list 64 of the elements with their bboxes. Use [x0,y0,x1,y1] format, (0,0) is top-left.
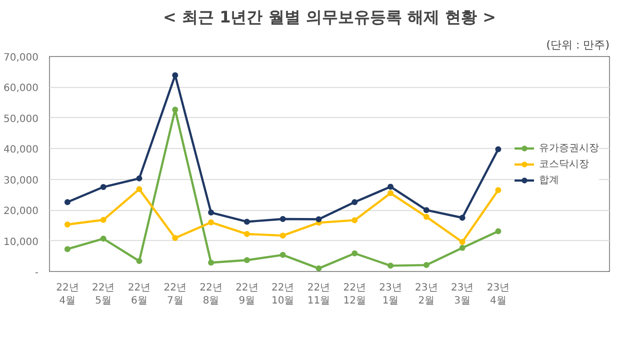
y-tick-label: 50,000 [4,114,39,125]
y-tick-label: 20,000 [4,206,39,218]
chart-title: < 최근 1년간 월별 의무보유등록 해제 현황 > [163,8,496,26]
x-tick-label: 22년 5월 [92,282,115,307]
point [495,146,502,152]
point [136,258,142,264]
point [352,250,358,256]
point [100,216,106,223]
point [388,262,394,269]
point [64,222,70,228]
legend-label: 유가증권시장 [539,142,599,154]
x-tick-label: 22년 6월 [128,282,151,307]
legend-label: 합계 [539,174,559,186]
point [100,184,106,190]
point [280,232,286,239]
y-tick-label: 60,000 [4,83,39,94]
point [136,186,142,192]
point [208,210,214,216]
point [495,187,502,194]
x-tick-label: 22년 7월 [164,282,187,307]
x-tick-label: 23년 4월 [486,282,510,307]
y-tick-label: - [34,268,39,278]
y-tick-label: 70,000 [4,52,39,64]
point [459,214,466,221]
y-tick-label: 40,000 [4,144,39,156]
point [244,218,250,225]
x-tick-label: 22년 9월 [236,282,258,307]
point [280,216,286,222]
point [172,235,178,242]
point [423,262,430,268]
point [352,217,358,224]
point [136,175,142,182]
point [244,231,250,238]
point [316,216,322,222]
legend-label: 코스닥시장 [539,158,589,170]
x-tick-label: 22년 10월 [271,282,294,307]
point [388,190,394,196]
x-tick-label: 22년 4월 [56,282,79,307]
text: (단위 : 만주) [546,38,610,52]
point [495,228,502,234]
point [64,246,70,252]
point [352,199,358,206]
x-tick-label: 22년 8월 [200,282,222,307]
y-tick-label: 30,000 [4,175,39,186]
x-tick-label: 23년 3월 [450,282,474,307]
point [388,184,394,190]
point [172,106,178,113]
point [316,265,322,272]
point [459,239,466,246]
point [208,260,214,266]
point [244,257,250,264]
point [172,72,178,78]
point [280,252,286,258]
point [64,199,70,206]
x-tick-label: 23년 1월 [379,282,402,307]
point [100,236,106,242]
x-tick-label: 23년 2월 [415,282,438,307]
point [423,214,430,220]
x-tick-label: 22년 11월 [307,282,330,307]
y-tick-label: 10,000 [4,236,39,248]
point [423,207,430,214]
point [459,244,466,251]
x-tick-label: 22년 12월 [343,282,366,307]
point [208,219,214,226]
